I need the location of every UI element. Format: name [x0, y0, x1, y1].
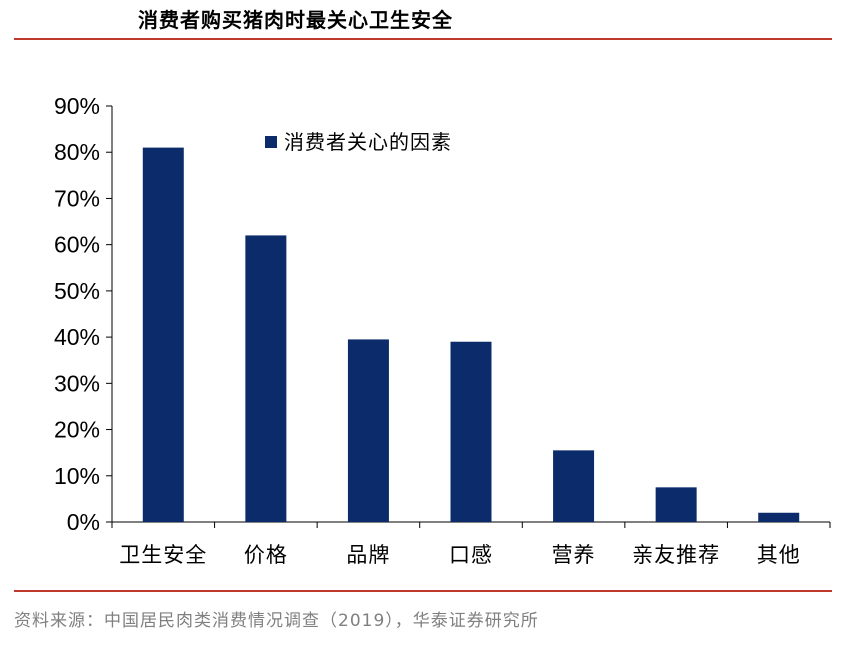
legend-swatch [265, 136, 277, 148]
bar [450, 341, 492, 522]
y-tick-label: 0% [67, 509, 100, 535]
x-tick-label: 亲友推荐 [632, 543, 720, 567]
x-tick-label: 品牌 [346, 543, 390, 567]
bar [553, 450, 595, 522]
y-tick-label: 90% [54, 93, 100, 119]
y-axis: 0% 10% 20% 30% 40% 50% 60% 70% 80% 90% [54, 93, 113, 535]
y-tick-label: 20% [54, 417, 100, 443]
x-tick-label: 其他 [757, 543, 801, 567]
bar-chart: 0% 10% 20% 30% 40% 50% 60% 70% 80% 90% 卫生安全 价格 品牌 口感… [54, 93, 831, 567]
y-tick-label: 50% [54, 278, 100, 304]
bar [142, 147, 184, 522]
bar [245, 235, 287, 522]
x-tick-label: 价格 [244, 543, 288, 567]
title-divider [14, 38, 832, 40]
x-tick-label: 卫生安全 [119, 543, 207, 567]
x-axis: 卫生安全 价格 品牌 口感 营养 亲友推荐 其他 [111, 521, 831, 567]
bar [347, 339, 389, 522]
source-note: 资料来源：中国居民肉类消费情况调查（2019），华泰证券研究所 [14, 611, 539, 631]
x-tick-label: 口感 [449, 543, 493, 567]
y-tick-label: 60% [54, 232, 100, 258]
source-divider [14, 590, 832, 592]
bar [655, 487, 697, 522]
legend: 消费者关心的因素 [265, 130, 452, 154]
bar [758, 512, 800, 522]
legend-label: 消费者关心的因素 [284, 130, 452, 154]
y-tick-label: 30% [54, 370, 100, 396]
y-tick-label: 70% [54, 185, 100, 211]
y-tick-label: 40% [54, 324, 100, 350]
y-tick-label: 10% [54, 463, 100, 489]
y-tick-label: 80% [54, 139, 100, 165]
x-tick-label: 营养 [552, 543, 596, 567]
bars [142, 147, 800, 522]
chart-title: 消费者购买猪肉时最关心卫生安全 [138, 8, 453, 32]
